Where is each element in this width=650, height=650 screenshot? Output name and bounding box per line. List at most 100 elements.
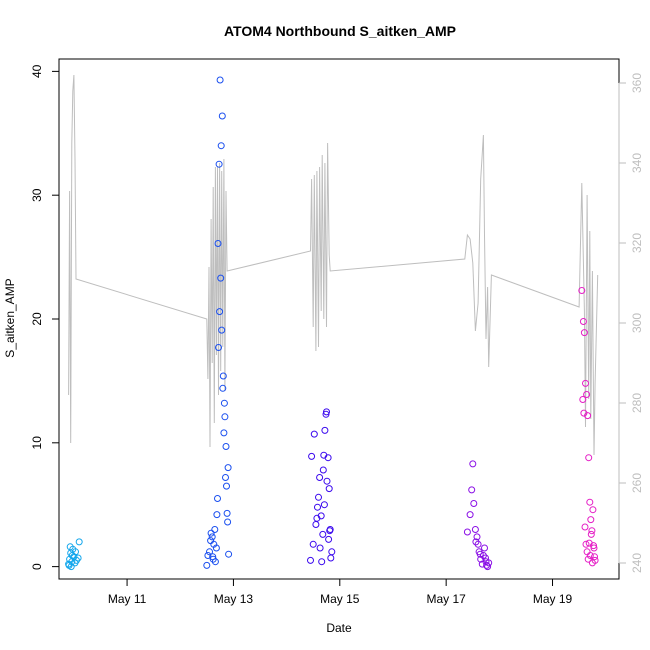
y-tick-label: 20 xyxy=(30,312,44,326)
data-point xyxy=(217,142,225,150)
data-point xyxy=(588,527,596,535)
data-point xyxy=(307,556,314,564)
data-point xyxy=(206,548,213,556)
data-point xyxy=(587,516,595,524)
x-tick-label: May 13 xyxy=(214,592,254,606)
data-point xyxy=(224,518,232,526)
data-point xyxy=(323,477,331,485)
data-point xyxy=(225,550,233,558)
chart-title: ATOM4 Northbound S_aitken_AMP xyxy=(224,23,456,39)
y2-tick-label: 320 xyxy=(630,233,644,253)
data-point xyxy=(207,529,215,537)
data-point xyxy=(580,409,588,417)
x-axis-label: Date xyxy=(326,621,352,635)
data-point xyxy=(469,460,477,468)
data-point xyxy=(316,544,324,552)
data-point xyxy=(221,413,229,421)
data-point xyxy=(216,308,224,316)
data-point xyxy=(578,287,586,294)
data-point xyxy=(314,503,321,511)
y2-tick-label: 360 xyxy=(630,73,644,93)
data-point xyxy=(325,535,333,543)
data-point xyxy=(481,544,488,552)
data-point xyxy=(468,486,476,494)
y2-tick-label: 300 xyxy=(630,313,644,333)
data-point xyxy=(483,561,491,569)
data-point xyxy=(322,410,330,418)
data-point xyxy=(584,555,592,563)
data-point xyxy=(207,537,215,545)
x-axis: May 11 May 13 May 15 May 17 May 19 xyxy=(108,578,573,606)
trace-line xyxy=(68,74,599,456)
data-point xyxy=(473,533,481,541)
data-point xyxy=(582,540,590,548)
data-point xyxy=(310,430,318,438)
data-point xyxy=(217,274,225,282)
data-point xyxy=(220,429,228,437)
data-point xyxy=(312,521,320,528)
data-point xyxy=(582,379,589,387)
y-tick-label: 0 xyxy=(30,563,44,570)
data-point xyxy=(204,552,212,559)
data-point xyxy=(222,443,230,450)
data-point xyxy=(210,540,218,548)
data-point xyxy=(326,527,334,535)
data-point xyxy=(586,498,594,506)
y-tick-label: 30 xyxy=(30,188,44,202)
y2-tick-label: 340 xyxy=(630,153,644,173)
data-point xyxy=(484,563,492,571)
data-point xyxy=(590,542,597,550)
y-axis: 0 10 20 30 40 xyxy=(30,64,60,570)
data-point xyxy=(319,530,327,538)
data-point xyxy=(223,482,230,490)
data-point xyxy=(214,495,221,502)
data-point xyxy=(318,558,326,566)
data-point xyxy=(316,474,324,481)
y2-tick-label: 280 xyxy=(630,393,644,413)
data-point xyxy=(215,344,222,351)
x-tick-label: May 17 xyxy=(426,592,466,606)
data-point xyxy=(203,561,211,569)
data-point xyxy=(214,240,222,247)
data-point xyxy=(583,548,591,556)
data-point xyxy=(591,553,598,561)
data-point xyxy=(466,511,474,519)
right-axis-trace-layer xyxy=(68,74,599,456)
y2-tick-label: 240 xyxy=(630,553,644,573)
data-point xyxy=(208,533,216,541)
x-tick-label: May 15 xyxy=(320,592,360,606)
data-point xyxy=(315,493,322,501)
data-point xyxy=(72,548,79,556)
data-point xyxy=(319,466,327,474)
data-point xyxy=(313,514,321,522)
data-point xyxy=(308,452,316,460)
data-point xyxy=(579,396,587,403)
data-point xyxy=(75,538,83,546)
data-point xyxy=(463,528,471,536)
data-point xyxy=(213,511,221,519)
data-point xyxy=(470,500,478,507)
plot-border xyxy=(58,58,620,580)
data-point xyxy=(216,76,224,84)
right-y-axis: 240 260 280 300 320 340 360 xyxy=(618,73,644,573)
data-point xyxy=(472,538,480,546)
data-point xyxy=(581,523,589,531)
data-point xyxy=(588,559,596,567)
data-point xyxy=(74,554,82,562)
y2-tick-label: 260 xyxy=(630,473,644,493)
data-point xyxy=(324,454,332,462)
points-layer xyxy=(65,76,599,571)
data-point xyxy=(218,326,226,334)
data-point xyxy=(585,454,593,462)
data-point xyxy=(476,550,484,558)
data-point xyxy=(587,530,595,538)
data-point xyxy=(328,548,336,556)
x-tick-label: May 11 xyxy=(108,592,147,606)
data-point xyxy=(224,464,232,472)
data-point xyxy=(320,501,328,509)
data-point xyxy=(67,563,75,571)
data-point xyxy=(66,543,74,551)
data-point xyxy=(219,384,227,392)
data-point xyxy=(471,526,479,533)
